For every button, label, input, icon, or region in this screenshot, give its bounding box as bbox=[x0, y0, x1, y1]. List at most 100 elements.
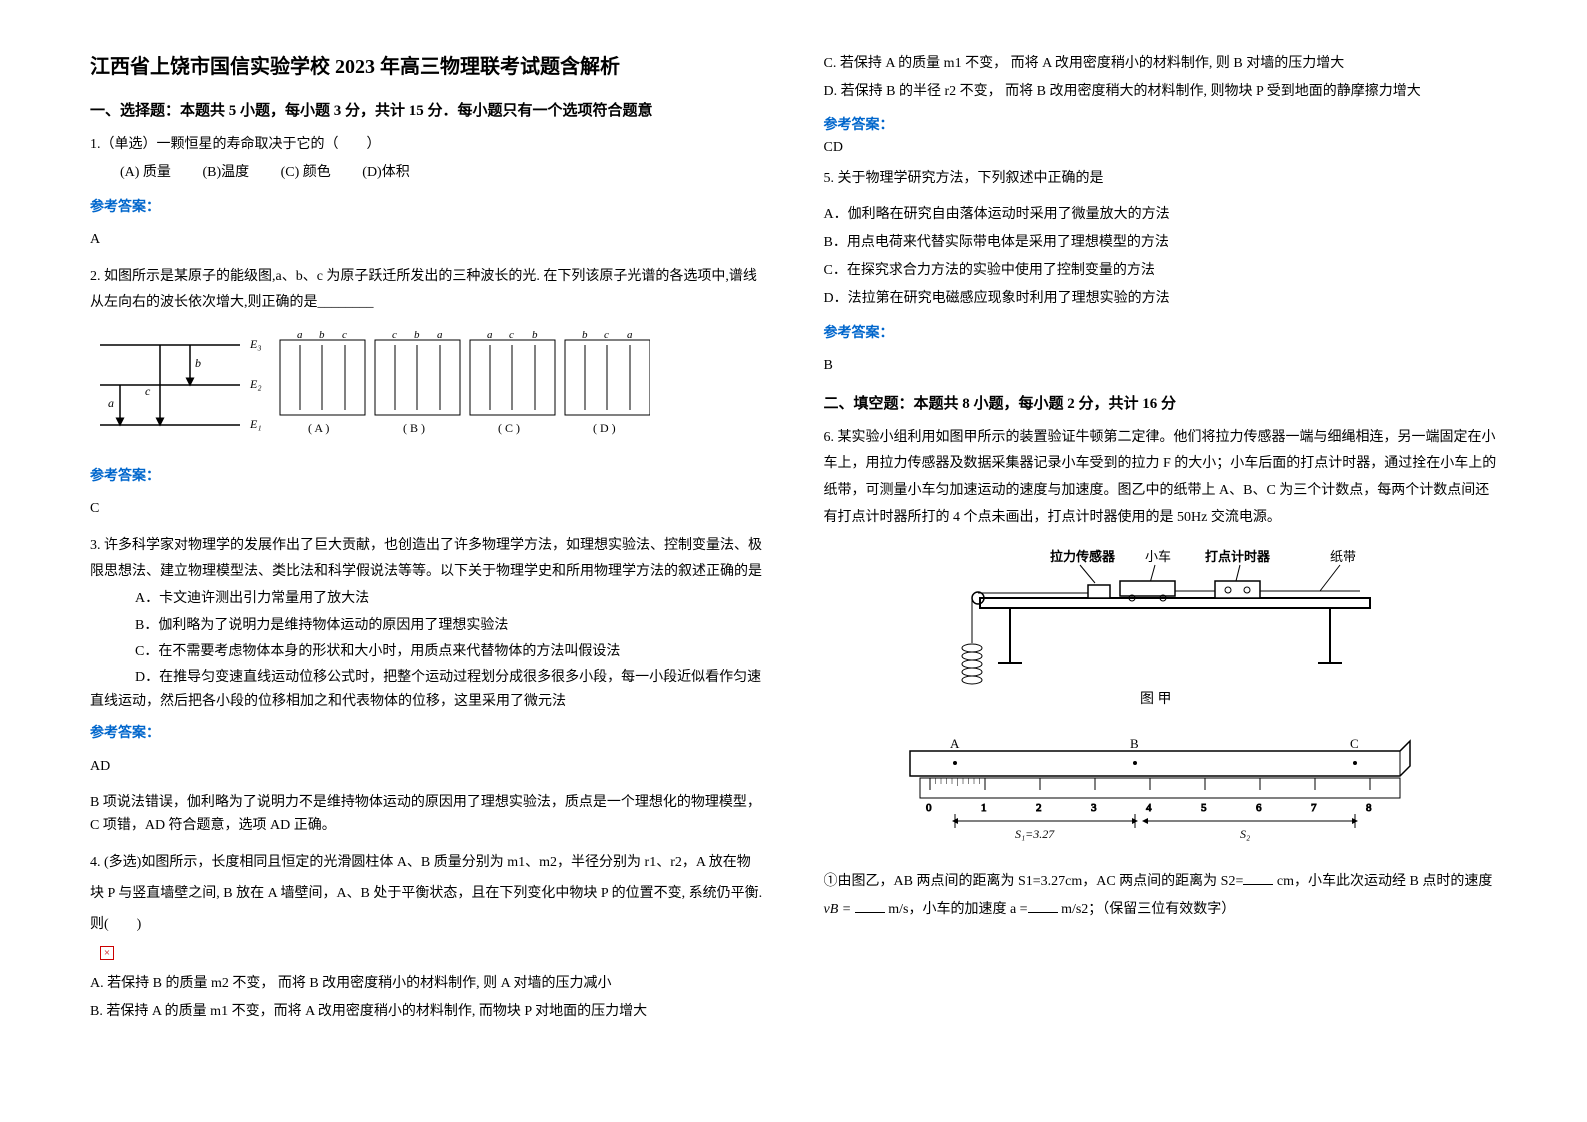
svg-text:a: a bbox=[487, 329, 493, 341]
section-2-header: 二、填空题：本题共 8 小题，每小题 2 分，共计 16 分 bbox=[824, 392, 1498, 413]
svg-text:纸带: 纸带 bbox=[1330, 549, 1356, 564]
svg-text:小车: 小车 bbox=[1145, 549, 1171, 564]
svg-text:b: b bbox=[195, 356, 201, 370]
q6-fill-4: m/s2；（保留三位有效数字） bbox=[1058, 902, 1236, 917]
q5-optA: A．伽利略在研究自由落体运动时采用了微量放大的方法 bbox=[824, 201, 1498, 229]
svg-text:5: 5 bbox=[1201, 802, 1207, 814]
svg-text:3: 3 bbox=[1091, 802, 1097, 814]
q3-answer-label: 参考答案： bbox=[90, 721, 764, 748]
svg-text:4: 4 bbox=[1146, 802, 1152, 814]
svg-text:c: c bbox=[604, 329, 609, 341]
question-1: 1.（单选）一颗恒星的寿命取决于它的（ ） (A) 质量 (B)温度 (C) 颜… bbox=[90, 132, 764, 254]
svg-text:E₁: E₁ bbox=[249, 417, 262, 431]
q1-optD: (D)体积 bbox=[362, 165, 409, 180]
svg-text:a: a bbox=[297, 329, 303, 341]
energy-level-svg: E₃ E₂ E₁ a b c a b c bbox=[90, 325, 650, 445]
question-6: 6. 某实验小组利用如图甲所示的装置验证牛顿第二定律。他们将拉力传感器一端与细绳… bbox=[824, 425, 1498, 925]
q1-optA: (A) 质量 bbox=[120, 165, 171, 180]
q1-answer-label: 参考答案： bbox=[90, 195, 764, 222]
q3-answer: AD bbox=[90, 754, 764, 781]
q5-optD: D．法拉第在研究电磁感应现象时利用了理想实验的方法 bbox=[824, 285, 1498, 313]
q5-answer: B bbox=[824, 353, 1498, 380]
svg-text:E₃: E₃ bbox=[249, 337, 262, 351]
q1-options: (A) 质量 (B)温度 (C) 颜色 (D)体积 bbox=[90, 159, 764, 187]
svg-text:c: c bbox=[145, 384, 151, 398]
svg-text:( D ): ( D ) bbox=[593, 421, 616, 435]
svg-text:打点计时器: 打点计时器 bbox=[1205, 549, 1271, 564]
q6-apparatus-diagram: 拉力传感器 小车 打点计时器 纸带 bbox=[824, 543, 1498, 724]
q3-optA: A．卡文迪许测出引力常量用了放大法 bbox=[90, 586, 764, 613]
q3-optC: C．在不需要考虑物体本身的形状和大小时，用质点来代替物体的方法叫假设法 bbox=[90, 639, 764, 666]
q5-optC: C．在探究求合力方法的实验中使用了控制变量的方法 bbox=[824, 257, 1498, 285]
svg-text:a: a bbox=[437, 329, 443, 341]
svg-text:0: 0 bbox=[926, 802, 932, 814]
svg-text:8: 8 bbox=[1366, 802, 1372, 814]
left-column: 江西省上饶市国信实验学校 2023 年高三物理联考试题含解析 一、选择题：本题共… bbox=[60, 50, 794, 1072]
svg-text:C: C bbox=[1350, 736, 1359, 751]
broken-image-icon: × bbox=[100, 946, 114, 960]
q2-answer: C bbox=[90, 496, 764, 523]
svg-text:E₂: E₂ bbox=[249, 377, 262, 391]
svg-text:a: a bbox=[108, 396, 114, 410]
svg-text:A: A bbox=[950, 736, 960, 751]
q1-answer: A bbox=[90, 227, 764, 254]
svg-text:c: c bbox=[392, 329, 397, 341]
svg-text:( A ): ( A ) bbox=[308, 421, 329, 435]
q6-tape-diagram: A B C 0 1 2 3 4 5 6 7 8 bbox=[824, 736, 1498, 857]
document-title: 江西省上饶市国信实验学校 2023 年高三物理联考试题含解析 bbox=[90, 50, 764, 79]
svg-text:S₂: S₂ bbox=[1240, 827, 1250, 841]
svg-text:7: 7 bbox=[1311, 802, 1317, 814]
q3-text: 3. 许多科学家对物理学的发展作出了巨大贡献，也创造出了许多物理学方法，如理想实… bbox=[90, 533, 764, 586]
q6-fill-3: m/s，小车的加速度 a = bbox=[885, 902, 1028, 917]
svg-text:2: 2 bbox=[1036, 802, 1042, 814]
q1-optB: (B)温度 bbox=[202, 165, 249, 180]
q2-answer-label: 参考答案： bbox=[90, 464, 764, 491]
svg-text:c: c bbox=[342, 329, 347, 341]
q4-optB: B. 若保持 A 的质量 m1 不变，而将 A 改用密度稍小的材料制作, 而物块… bbox=[90, 998, 764, 1026]
q2-diagram: E₃ E₂ E₁ a b c a b c bbox=[90, 325, 764, 456]
question-5: 5. 关于物理学研究方法，下列叙述中正确的是 A．伽利略在研究自由落体运动时采用… bbox=[824, 166, 1498, 380]
svg-text:a: a bbox=[627, 329, 633, 341]
q4-optC: C. 若保持 A 的质量 m1 不变， 而将 A 改用密度稍小的材料制作, 则 … bbox=[824, 50, 1498, 78]
q4-optD: D. 若保持 B 的半径 r2 不变， 而将 B 改用密度稍大的材料制作, 则物… bbox=[824, 78, 1498, 106]
svg-text:( C ): ( C ) bbox=[498, 421, 520, 435]
svg-text:c: c bbox=[509, 329, 514, 341]
question-2: 2. 如图所示是某原子的能级图,a、b、c 为原子跃迁所发出的三种波长的光. 在… bbox=[90, 264, 764, 523]
apparatus-svg: 拉力传感器 小车 打点计时器 纸带 bbox=[920, 543, 1400, 713]
svg-text:b: b bbox=[532, 329, 538, 341]
q5-optB: B．用点电荷来代替实际带电体是采用了理想模型的方法 bbox=[824, 229, 1498, 257]
svg-text:b: b bbox=[319, 329, 325, 341]
q3-explain: B 项说法错误，伽利略为了说明力不是维持物体运动的原因用了理想实验法，质点是一个… bbox=[90, 791, 764, 839]
svg-text:拉力传感器: 拉力传感器 bbox=[1050, 549, 1116, 564]
tape-svg: A B C 0 1 2 3 4 5 6 7 8 bbox=[900, 736, 1420, 846]
q1-text: 1.（单选）一颗恒星的寿命取决于它的（ ） bbox=[90, 132, 764, 159]
svg-text:6: 6 bbox=[1256, 802, 1262, 814]
section-1-header: 一、选择题：本题共 5 小题，每小题 3 分，共计 15 分．每小题只有一个选项… bbox=[90, 99, 764, 120]
svg-text:b: b bbox=[414, 329, 420, 341]
svg-text:1: 1 bbox=[981, 802, 987, 814]
right-column: C. 若保持 A 的质量 m1 不变， 而将 A 改用密度稍小的材料制作, 则 … bbox=[794, 50, 1528, 1072]
q6-fill-1: ①由图乙，AB 两点间的距离为 S1=3.27cm，AC 两点间的距离为 S2= bbox=[824, 874, 1244, 889]
question-3: 3. 许多科学家对物理学的发展作出了巨大贡献，也创造出了许多物理学方法，如理想实… bbox=[90, 533, 764, 838]
q4-text: 4. (多选)如图所示，长度相同且恒定的光滑圆柱体 A、B 质量分别为 m1、m… bbox=[90, 848, 764, 940]
svg-text:( B ): ( B ) bbox=[403, 421, 425, 435]
svg-text:S₁=3.27: S₁=3.27 bbox=[1015, 827, 1055, 841]
blank-a bbox=[1028, 897, 1058, 913]
q6-fill-2: cm，小车此次运动经 B 点时的速度 bbox=[1273, 874, 1492, 889]
q6-fill-blanks: ①由图乙，AB 两点间的距离为 S1=3.27cm，AC 两点间的距离为 S2=… bbox=[824, 868, 1498, 924]
q3-optB: B．伽利略为了说明力是维持物体运动的原因用了理想实验法 bbox=[90, 613, 764, 640]
q5-answer-label: 参考答案： bbox=[824, 321, 1498, 348]
q2-text: 2. 如图所示是某原子的能级图,a、b、c 为原子跃迁所发出的三种波长的光. 在… bbox=[90, 264, 764, 317]
svg-text:图 甲: 图 甲 bbox=[1140, 692, 1172, 707]
q3-optD: D．在推导匀变速直线运动位移公式时，把整个运动过程划分成很多很多小段，每一小段近… bbox=[90, 670, 761, 709]
q4-answer: CD bbox=[824, 140, 1498, 156]
blank-vb bbox=[855, 897, 885, 913]
svg-text:b: b bbox=[582, 329, 588, 341]
svg-text:B: B bbox=[1130, 736, 1139, 751]
q1-optC: (C) 颜色 bbox=[281, 165, 331, 180]
vb-symbol: vB = bbox=[824, 902, 852, 917]
question-4: 4. (多选)如图所示，长度相同且恒定的光滑圆柱体 A、B 质量分别为 m1、m… bbox=[90, 848, 764, 1026]
q4-answer-label: 参考答案： bbox=[824, 114, 1498, 134]
blank-s2 bbox=[1243, 869, 1273, 885]
q5-text: 5. 关于物理学研究方法，下列叙述中正确的是 bbox=[824, 166, 1498, 193]
